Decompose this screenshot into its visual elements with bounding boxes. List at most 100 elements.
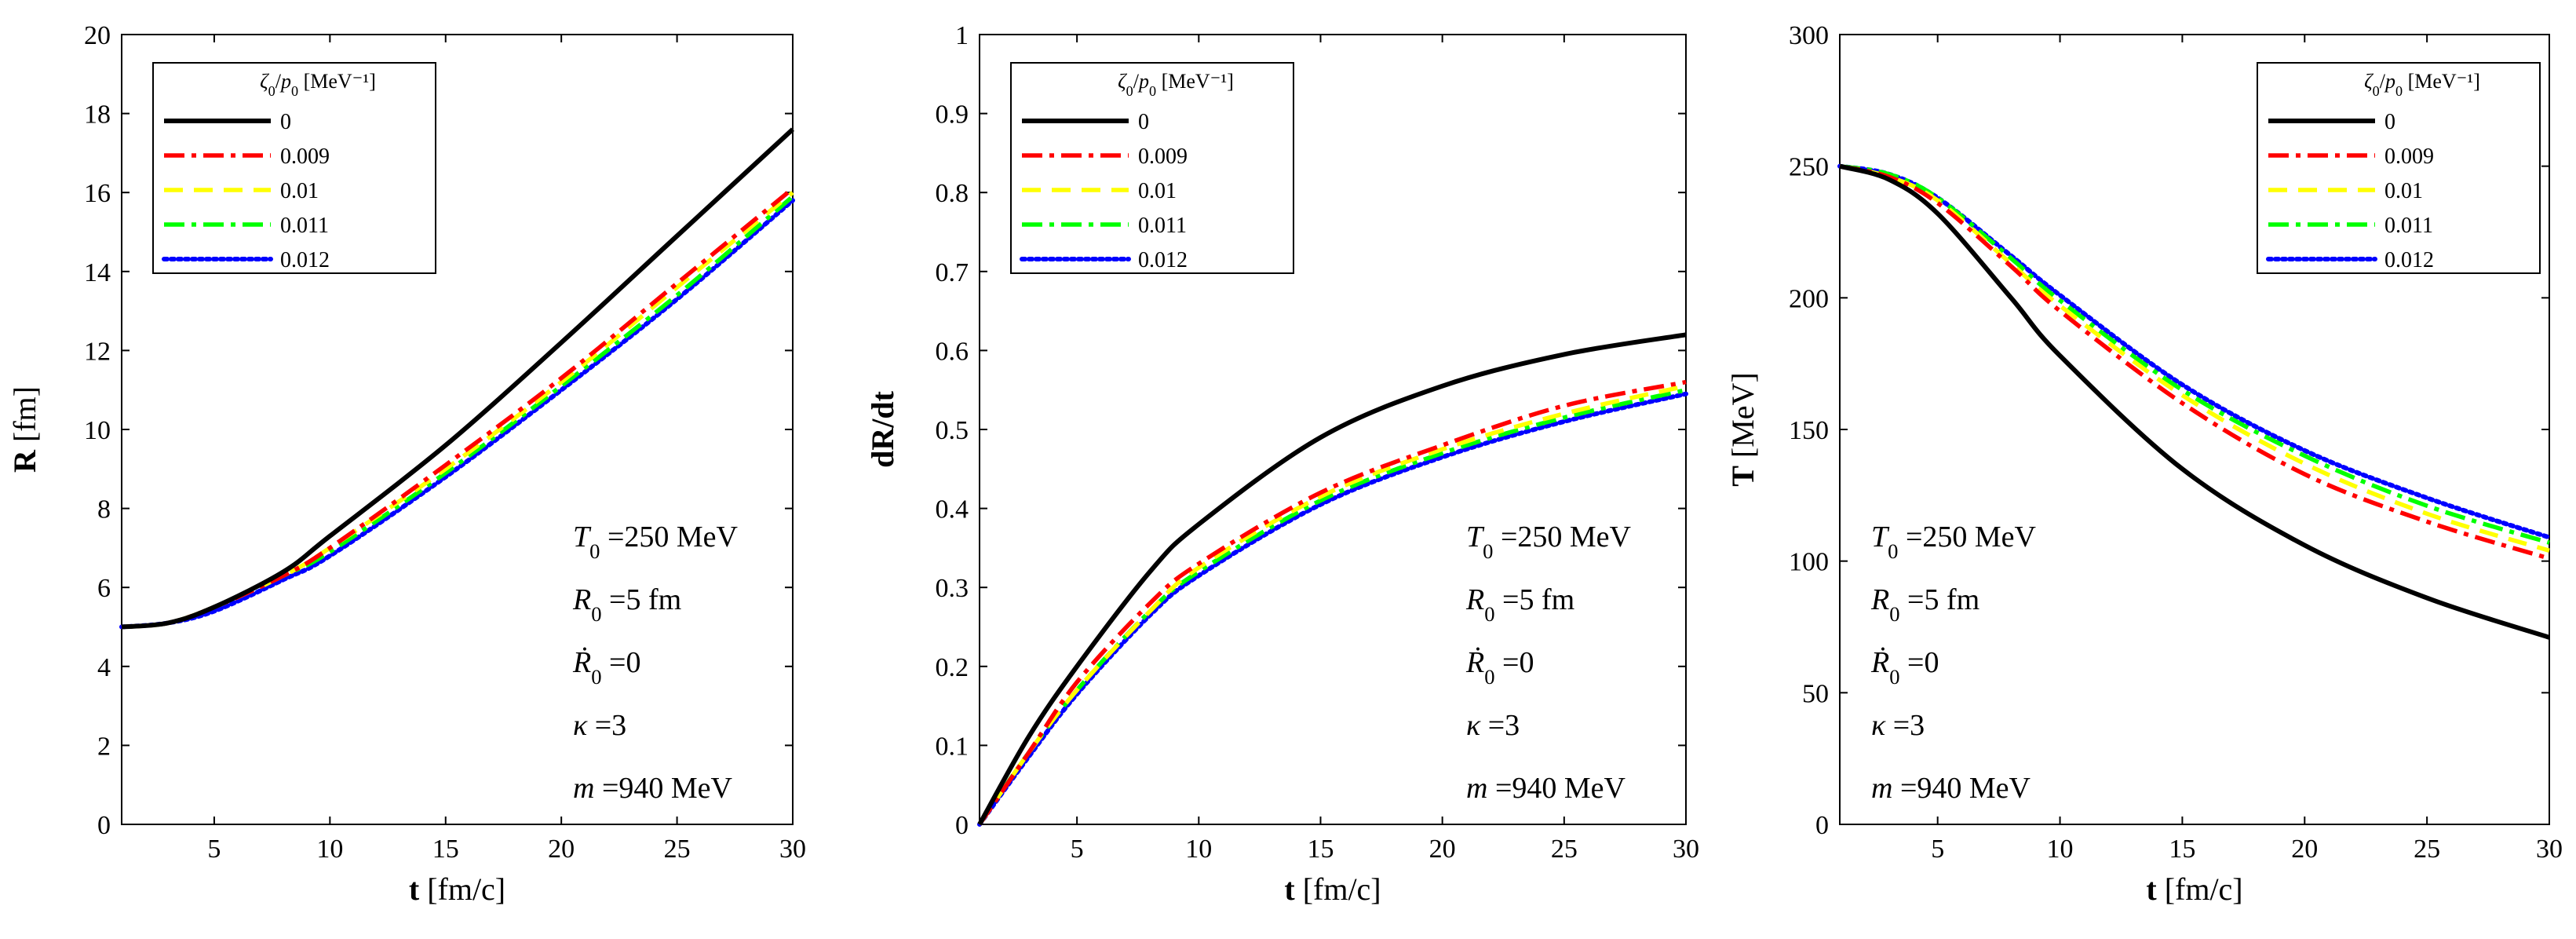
legend-label-0.012: 0.012: [280, 248, 330, 272]
annotation-3: κ =3: [1466, 709, 1520, 742]
y-tick-label: 0.4: [936, 495, 969, 524]
annotation-1: R0 =5 fm: [572, 583, 681, 626]
legend-title: ζ0/p0 [MeV⁻¹]: [2364, 70, 2480, 99]
legend-label-0.011: 0.011: [280, 214, 329, 238]
y-tick-label: 250: [1789, 153, 1829, 182]
legend-label-0.011: 0.011: [1138, 214, 1187, 238]
x-tick-label: 30: [2536, 835, 2563, 864]
y-tick-label: 0.7: [936, 258, 969, 287]
annotation-4: m =940 MeV: [1466, 772, 1626, 805]
series-line-0.01: [1839, 164, 2550, 553]
x-tick-label: 10: [1185, 835, 1212, 864]
y-tick-label: 18: [84, 100, 111, 130]
legend: ζ0/p0 [MeV⁻¹] 0 0.009 0.01 0.011 0.012: [2257, 62, 2541, 274]
annotation-2: Ṙ0 =0: [572, 646, 640, 689]
x-tick-label: 15: [1307, 835, 1334, 864]
legend-box: [2257, 62, 2541, 274]
legend-label-0.012: 0.012: [2384, 248, 2434, 272]
legend-label-0.009: 0.009: [280, 144, 330, 169]
x-tick-label: 10: [2047, 835, 2074, 864]
legend-title: ζ0/p0 [MeV⁻¹]: [260, 70, 376, 99]
y-tick-label: 6: [97, 574, 111, 603]
annotation-0: T0 =250 MeV: [1466, 521, 1632, 563]
x-tick-label: 25: [2414, 835, 2440, 864]
annotation-2: Ṙ0 =0: [1870, 646, 1939, 689]
y-tick-label: 0.2: [936, 653, 969, 682]
legend-title: ζ0/p0 [MeV⁻¹]: [1118, 70, 1234, 99]
legend-box: [1010, 62, 1294, 274]
series-line-0: [1839, 163, 2550, 640]
y-tick-label: 4: [97, 653, 111, 682]
y-tick-label: 8: [97, 495, 111, 524]
legend-label-0: 0: [280, 110, 291, 134]
x-tick-label: 5: [1931, 835, 1944, 864]
legend-label-0: 0: [1138, 110, 1149, 134]
y-tick-label: 0.1: [936, 732, 969, 761]
annotation-3: κ =3: [1871, 709, 1925, 742]
y-tick-label: 50: [1802, 679, 1829, 708]
x-tick-label: 20: [2291, 835, 2318, 864]
x-tick-label: 30: [779, 835, 806, 864]
x-tick-label: 15: [432, 835, 459, 864]
annotation-0: T0 =250 MeV: [573, 521, 739, 563]
x-tick-label: 15: [2169, 835, 2195, 864]
x-tick-label: 5: [1071, 835, 1084, 864]
legend-label-0.012: 0.012: [1138, 248, 1188, 272]
y-tick-label: 0: [955, 811, 969, 840]
x-tick-label: 30: [1673, 835, 1699, 864]
y-tick-label: 300: [1789, 21, 1829, 50]
legend-label-0.011: 0.011: [2384, 214, 2433, 238]
x-axis-label: t [fm/c]: [409, 871, 505, 907]
series-line-0.009: [977, 379, 1687, 826]
y-tick-label: 200: [1789, 284, 1829, 313]
x-tick-label: 25: [1551, 835, 1578, 864]
legend-label-0.01: 0.01: [2384, 179, 2423, 203]
annotation-4: m =940 MeV: [573, 772, 733, 805]
y-tick-label: 16: [84, 179, 111, 208]
series-line-0.012: [977, 391, 1688, 827]
y-tick-label: 0: [97, 811, 111, 840]
y-tick-label: 0.5: [936, 416, 969, 445]
x-axis-label: t [fm/c]: [2146, 871, 2242, 907]
chart-panel-middle: 5 10 15 20 25 3000.10.20.30.40.50.60.70.80.91…: [865, 21, 1699, 907]
x-tick-label: 5: [207, 835, 221, 864]
legend-label-0.01: 0.01: [280, 179, 319, 203]
legend: ζ0/p0 [MeV⁻¹] 0 0.009 0.01 0.011 0.012: [152, 62, 436, 274]
y-tick-label: 0: [1815, 811, 1829, 840]
annotation-4: m =940 MeV: [1871, 772, 2031, 805]
series-line-0.012: [119, 198, 795, 630]
y-tick-label: 0.3: [936, 574, 969, 603]
y-tick-label: 10: [84, 416, 111, 445]
x-tick-label: 25: [664, 835, 691, 864]
x-tick-label: 20: [548, 835, 575, 864]
y-tick-label: 20: [84, 21, 111, 50]
x-tick-label: 20: [1429, 835, 1456, 864]
legend-label-0.01: 0.01: [1138, 179, 1177, 203]
y-tick-label: 14: [84, 258, 111, 287]
chart-panel-left: 5 10 15 20 25 30 0 2 4 6 8 10 12 14 16 18 20 t [fm/c] R [f…: [7, 21, 806, 907]
annotation-1: R0 =5 fm: [1870, 583, 1979, 626]
y-tick-label: 12: [84, 337, 111, 366]
y-tick-label: 100: [1789, 548, 1829, 577]
y-tick-label: 2: [97, 732, 111, 761]
x-tick-label: 10: [316, 835, 343, 864]
y-axis-label: T [MeV]: [1725, 372, 1761, 487]
y-tick-label: 150: [1789, 416, 1829, 445]
series-line-0: [977, 332, 1687, 826]
series-line-0: [121, 127, 795, 630]
legend-label-0.009: 0.009: [2384, 144, 2434, 169]
series-line-0.009: [1839, 164, 2550, 561]
y-axis-label: dR/dt: [865, 390, 900, 467]
annotation-3: κ =3: [573, 709, 626, 742]
legend-label-0: 0: [2384, 110, 2395, 134]
annotation-2: Ṙ0 =0: [1465, 646, 1534, 689]
y-tick-label: 1: [955, 21, 969, 50]
legend-box: [152, 62, 436, 274]
y-tick-label: 0.6: [936, 337, 969, 366]
x-axis-label: t [fm/c]: [1284, 871, 1381, 907]
y-tick-label: 0.8: [936, 179, 969, 208]
y-axis-label: R [fm]: [7, 386, 42, 473]
annotation-1: R0 =5 fm: [1465, 583, 1574, 626]
